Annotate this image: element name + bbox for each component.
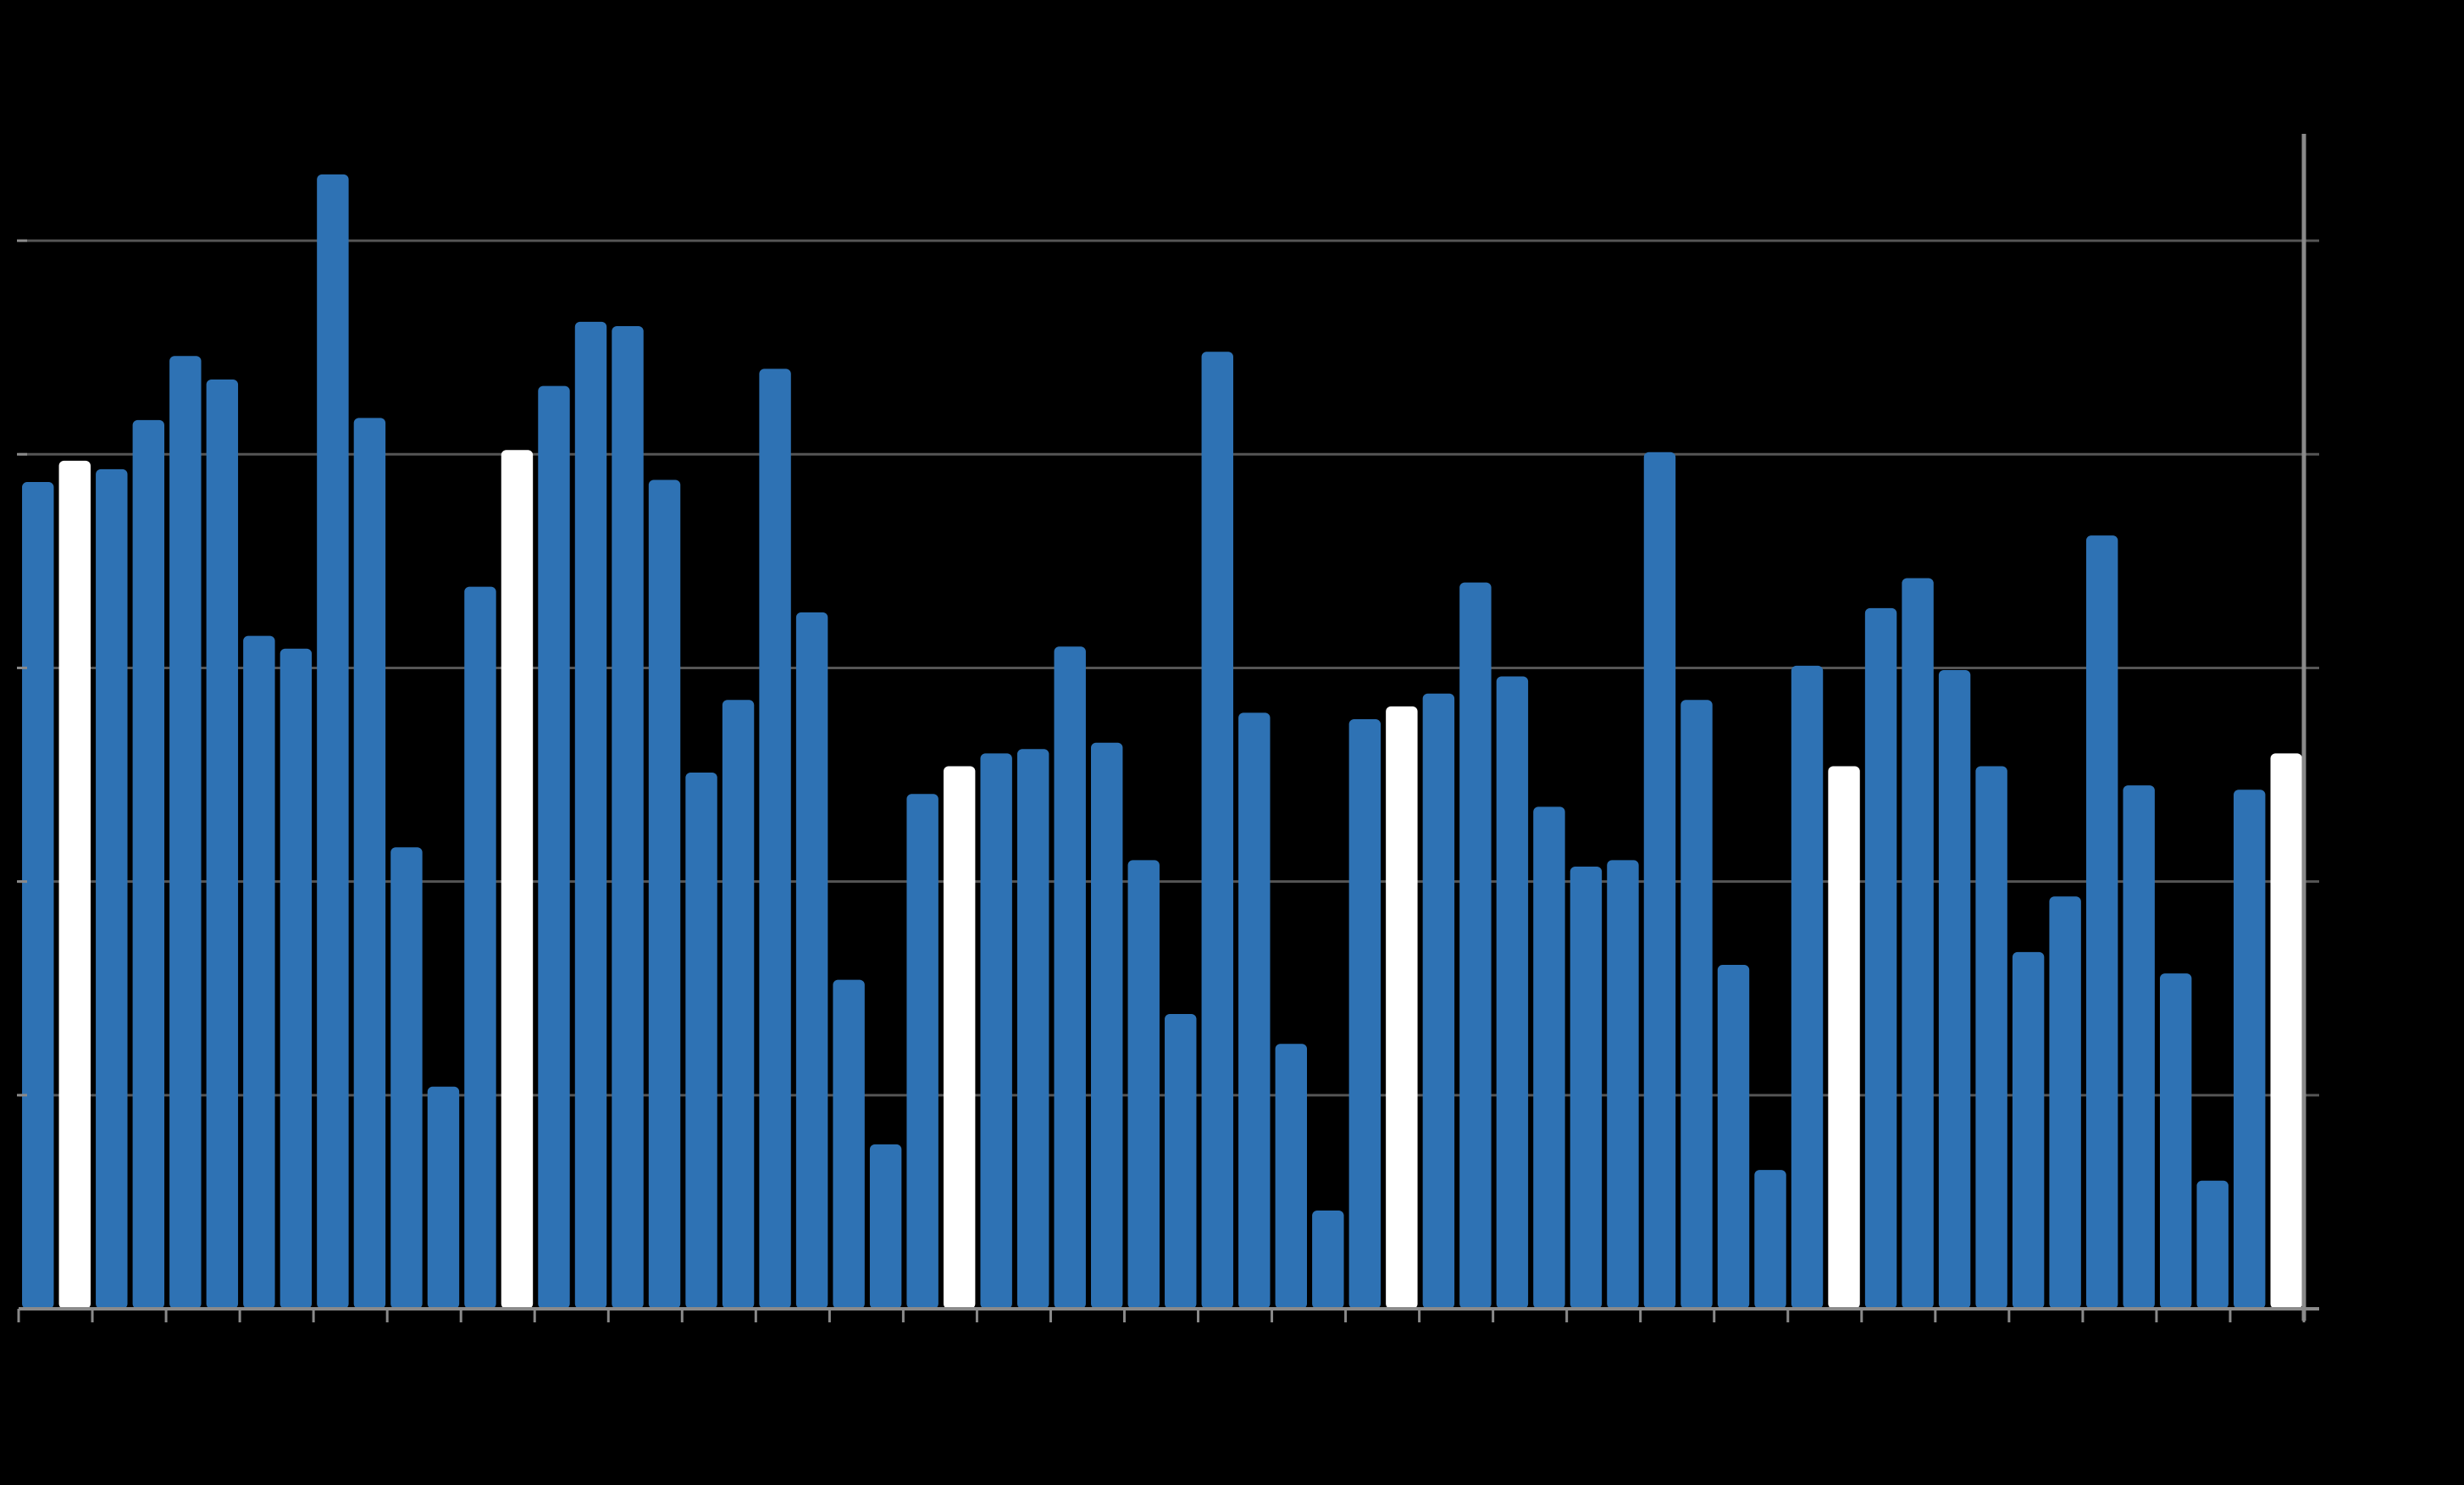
bar [1975,766,2007,1309]
bar [1054,646,1086,1309]
bar [2196,1180,2229,1309]
bar [795,612,828,1309]
bar [869,1144,902,1309]
bar [1681,700,1713,1309]
bar [1643,452,1676,1309]
bar [2159,973,2192,1309]
bar-highlighted [58,460,91,1309]
bar [1570,866,1603,1309]
bar [722,700,755,1309]
bar [1459,582,1492,1309]
bar-highlighted [943,766,976,1309]
bar [612,325,644,1309]
bar [1275,1044,1308,1309]
bar [1422,693,1455,1309]
bar [1496,676,1529,1309]
bar [2234,790,2266,1309]
bar-highlighted [2270,753,2302,1309]
bar [427,1086,460,1309]
bar [1533,806,1565,1309]
axes [17,134,2319,1322]
bar-highlighted [1386,706,1418,1309]
bar [1201,352,1233,1309]
bar [1791,665,1824,1309]
bar [2123,785,2155,1309]
bar [132,419,165,1310]
bar [685,773,717,1309]
bar [1165,1013,1197,1309]
bar [1754,1170,1786,1309]
bar [390,847,423,1309]
bar [648,479,681,1309]
bar [759,368,791,1309]
bars [22,174,2302,1310]
bar [280,648,313,1309]
bar [2049,896,2081,1309]
bar [22,482,54,1309]
bar [1717,964,1750,1309]
bar [1238,712,1271,1309]
bar [1016,749,1049,1309]
bar [538,385,570,1309]
bar [353,418,386,1309]
bar [2085,535,2118,1309]
bar [833,979,865,1309]
bar [1091,742,1123,1309]
bar [1902,578,1934,1309]
bar [1864,607,1897,1309]
bar [1127,860,1160,1309]
bar-highlighted [501,450,534,1309]
bar [574,321,607,1309]
bar [206,380,239,1310]
bar [1312,1210,1344,1309]
bar [169,356,202,1310]
bar [2012,951,2045,1309]
bar [1607,860,1639,1309]
bar-highlighted [1828,766,1860,1309]
bar [1348,718,1382,1309]
bar [317,174,349,1309]
bar [980,753,1012,1309]
bar [464,586,496,1309]
bar [906,794,939,1309]
bar [1938,669,1971,1309]
bar [243,635,275,1309]
bar [96,468,128,1309]
